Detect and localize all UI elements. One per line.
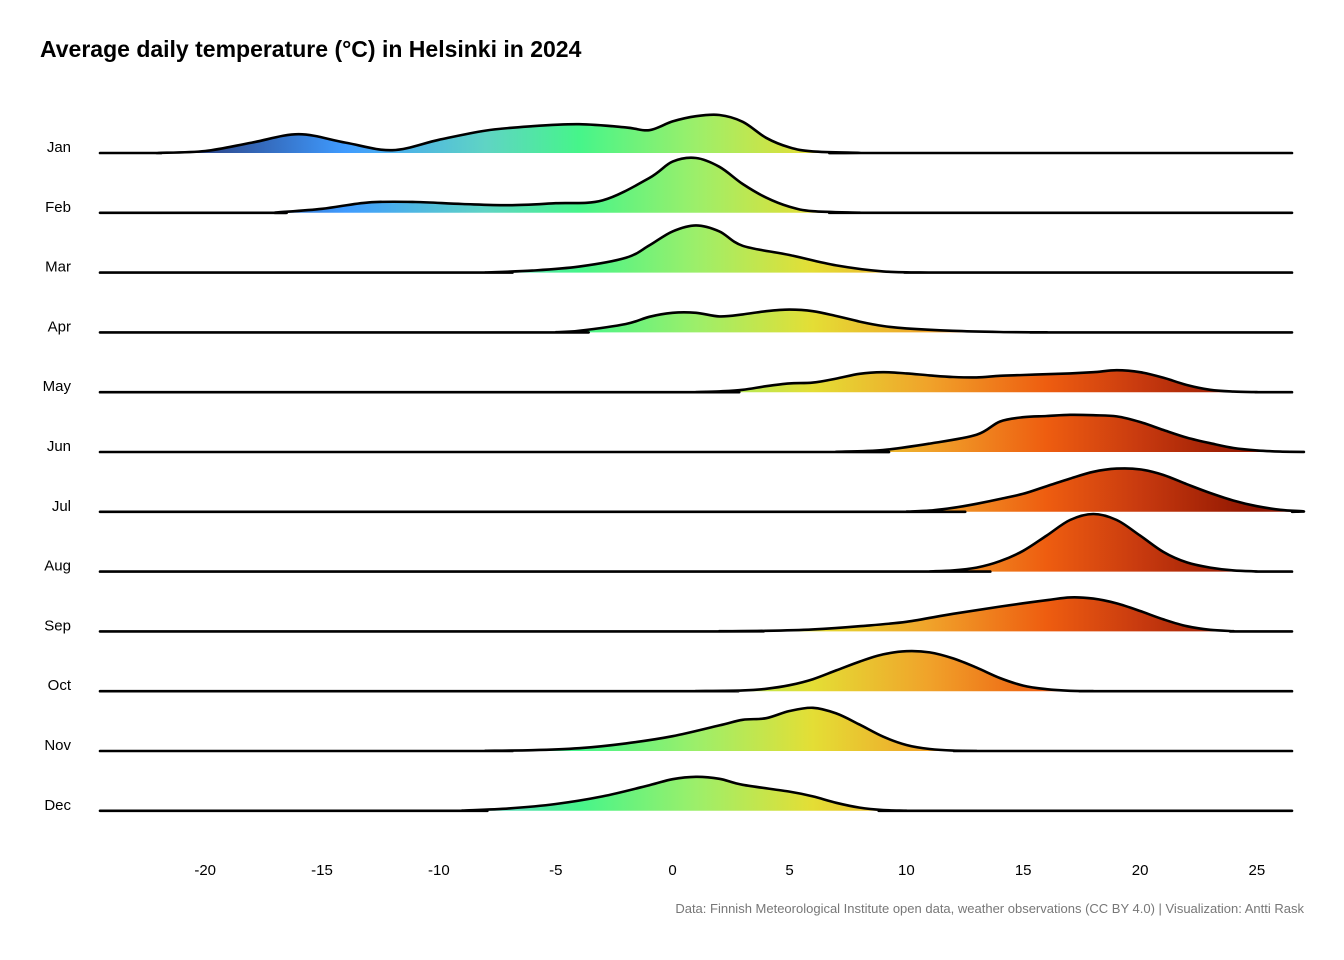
ridge-mar [98, 224, 1294, 274]
x-tick-label: 15 [1015, 862, 1032, 879]
ridge-line-nov [98, 706, 1294, 753]
month-label-aug: Aug [44, 558, 71, 575]
ridge-line-apr [98, 308, 1294, 334]
ridge-fill-mar [100, 225, 1292, 273]
ridge-aug [98, 512, 1294, 573]
chart-caption: Data: Finnish Meteorological Institute o… [675, 901, 1304, 916]
ridge-line-jan [98, 113, 1294, 155]
month-label-sep: Sep [44, 617, 71, 634]
ridge-line-aug [98, 512, 1294, 573]
x-tick-label: -10 [428, 862, 450, 879]
ridge-dec [98, 775, 1294, 813]
ridge-fill-apr [100, 309, 1292, 333]
ridge-line-oct [98, 649, 1294, 693]
x-tick-label: 5 [785, 862, 793, 879]
ridge-fill-dec [100, 776, 1292, 811]
x-axis-ticks: -20 -15 -10 -5 0 5 10 15 20 25 [194, 862, 1265, 879]
ridge-nov [98, 706, 1294, 753]
x-tick-label: 10 [898, 862, 915, 879]
ridge-fill-jan [100, 114, 1292, 154]
ridge-line-sep [98, 596, 1294, 633]
month-label-dec: Dec [44, 797, 71, 814]
ridge-fill-may [100, 370, 1292, 393]
ridge-jul [98, 467, 1306, 514]
month-label-jul: Jul [52, 498, 71, 515]
ridge-fill-nov [100, 707, 1292, 751]
x-tick-label: 20 [1132, 862, 1149, 879]
x-tick-label: -20 [194, 862, 216, 879]
ridge-line-jul [98, 467, 1306, 514]
ridge-apr [98, 308, 1294, 334]
month-label-mar: Mar [45, 259, 71, 276]
month-label-oct: Oct [48, 677, 72, 694]
month-labels: Jan Feb Mar Apr May Jun Jul Aug Sep Oct Nov Dec [43, 139, 72, 814]
x-tick-label: -5 [549, 862, 562, 879]
ridge-fill-aug [100, 514, 1292, 572]
ridge-sep [98, 596, 1294, 633]
ridge-line-dec [98, 775, 1294, 813]
chart-title: Average daily temperature (°C) in Helsin… [40, 36, 582, 62]
month-label-jun: Jun [47, 438, 71, 455]
ridge-line-jun [98, 413, 1306, 454]
month-label-may: May [43, 378, 72, 395]
ridge-fill-jul [100, 468, 1304, 512]
ridges-group [98, 113, 1306, 813]
ridge-line-mar [98, 224, 1294, 274]
ridge-line-may [98, 368, 1294, 394]
ridge-fill-oct [100, 651, 1292, 692]
ridge-jan [98, 113, 1294, 155]
x-tick-label: 0 [668, 862, 676, 879]
x-tick-label: 25 [1249, 862, 1266, 879]
ridge-feb [98, 156, 1294, 215]
month-label-jan: Jan [47, 139, 71, 156]
ridge-fill-jun [100, 414, 1304, 453]
month-label-nov: Nov [44, 737, 71, 754]
x-tick-label: -15 [311, 862, 333, 879]
month-label-feb: Feb [45, 199, 71, 216]
ridge-oct [98, 649, 1294, 693]
ridge-fill-feb [100, 157, 1292, 213]
ridge-jun [98, 413, 1306, 454]
ridge-fill-sep [100, 597, 1292, 632]
ridge-may [98, 368, 1294, 394]
ridge-line-feb [98, 156, 1294, 215]
month-label-apr: Apr [48, 318, 71, 335]
